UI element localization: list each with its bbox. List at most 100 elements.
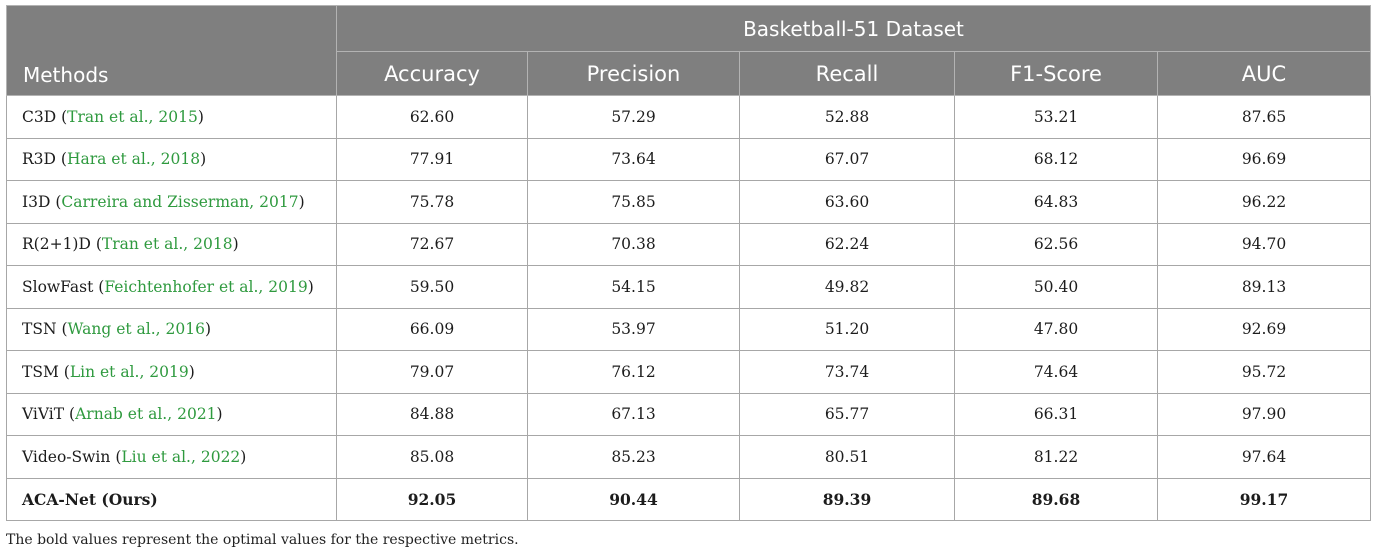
- table-row-best: ACA-Net (Ours) 92.05 90.44 89.39 89.68 9…: [6, 477, 1371, 521]
- citation-open-paren: (: [63, 362, 70, 381]
- method-cell: Video-Swin (Liu et al., 2022): [6, 435, 337, 479]
- value-recall: 63.60: [739, 180, 955, 224]
- metric-header-precision: Precision: [527, 51, 740, 96]
- results-table-container: Methods Basketball-51 Dataset Accuracy P…: [6, 5, 1371, 521]
- value-precision: 73.64: [527, 137, 740, 181]
- value-accuracy: 92.05: [336, 477, 528, 521]
- value-f1-score: 47.80: [954, 307, 1158, 351]
- results-table: Methods Basketball-51 Dataset Accuracy P…: [6, 5, 1371, 521]
- method-name: ViViT: [22, 405, 65, 424]
- citation-link[interactable]: Arnab et al., 2021: [75, 405, 217, 424]
- table-row: R3D (Hara et al., 2018) 77.91 73.64 67.07 68…: [6, 137, 1371, 181]
- value-recall: 52.88: [739, 95, 955, 139]
- value-precision: 90.44: [527, 477, 740, 521]
- metric-header-f1-score: F1-Score: [954, 51, 1158, 96]
- method-cell: I3D (Carreira and Zisserman, 2017): [6, 180, 337, 224]
- methods-header: Methods: [6, 5, 337, 96]
- citation-open-paren: (: [69, 405, 76, 424]
- table-footnote: The bold values represent the optimal va…: [6, 532, 519, 548]
- value-f1-score: 62.56: [954, 222, 1158, 266]
- citation-close-paren: ): [200, 150, 207, 169]
- citation-close-paren: ): [298, 192, 305, 211]
- method-name: SlowFast: [22, 277, 94, 296]
- citation-link[interactable]: Tran et al., 2018: [101, 235, 233, 254]
- value-accuracy: 85.08: [336, 435, 528, 479]
- value-accuracy: 77.91: [336, 137, 528, 181]
- metric-header-accuracy: Accuracy: [336, 51, 528, 96]
- method-cell: ViViT (Arnab et al., 2021): [6, 392, 337, 436]
- citation-link[interactable]: Liu et al., 2022: [121, 447, 241, 466]
- table-row: Video-Swin (Liu et al., 2022) 85.08 85.23 8…: [6, 435, 1371, 479]
- method-cell: R3D (Hara et al., 2018): [6, 137, 337, 181]
- value-f1-score: 50.40: [954, 265, 1158, 309]
- value-auc: 95.72: [1157, 350, 1371, 394]
- citation-open-paren: (: [98, 277, 105, 296]
- citation-close-paren: ): [197, 107, 204, 126]
- method-name: I3D: [22, 192, 51, 211]
- value-f1-score: 66.31: [954, 392, 1158, 436]
- value-auc: 96.22: [1157, 180, 1371, 224]
- value-accuracy: 75.78: [336, 180, 528, 224]
- citation-link[interactable]: Carreira and Zisserman, 2017: [61, 192, 299, 211]
- value-f1-score: 64.83: [954, 180, 1158, 224]
- table-row: C3D (Tran et al., 2015) 62.60 57.29 52.88 53…: [6, 95, 1371, 139]
- table-row: R(2+1)D (Tran et al., 2018) 72.67 70.38 62.…: [6, 222, 1371, 266]
- citation-close-paren: ): [232, 235, 239, 254]
- table-row: TSN (Wang et al., 2016) 66.09 53.97 51.20 47…: [6, 307, 1371, 351]
- value-f1-score: 89.68: [954, 477, 1158, 521]
- value-recall: 80.51: [739, 435, 955, 479]
- citation-open-paren: (: [61, 107, 68, 126]
- value-recall: 62.24: [739, 222, 955, 266]
- citation-open-paren: (: [61, 320, 68, 339]
- value-precision: 85.23: [527, 435, 740, 479]
- dataset-header: Basketball-51 Dataset: [336, 5, 1371, 52]
- value-f1-score: 68.12: [954, 137, 1158, 181]
- metric-header-auc: AUC: [1157, 51, 1371, 96]
- citation-link[interactable]: Feichtenhofer et al., 2019: [104, 277, 308, 296]
- method-cell: R(2+1)D (Tran et al., 2018): [6, 222, 337, 266]
- value-recall: 65.77: [739, 392, 955, 436]
- value-accuracy: 79.07: [336, 350, 528, 394]
- citation-close-paren: ): [204, 320, 212, 339]
- citation-open-paren: (: [95, 235, 102, 254]
- citation-open-paren: (: [60, 150, 67, 169]
- citation-close-paren: ): [216, 405, 223, 424]
- value-recall: 73.74: [739, 350, 955, 394]
- citation-link[interactable]: Lin et al., 2019: [69, 362, 189, 381]
- value-recall: 67.07: [739, 137, 955, 181]
- value-recall: 51.20: [739, 307, 955, 351]
- method-name: ACA-Net (Ours): [6, 477, 337, 521]
- method-name: R(2+1)D: [22, 235, 91, 254]
- header-row-dataset: Methods Basketball-51 Dataset: [6, 5, 1371, 96]
- value-f1-score: 74.64: [954, 350, 1158, 394]
- method-name: TSN: [22, 320, 57, 339]
- citation-open-paren: (: [115, 447, 122, 466]
- value-f1-score: 81.22: [954, 435, 1158, 479]
- value-precision: 70.38: [527, 222, 740, 266]
- citation-close-paren: ): [188, 362, 195, 381]
- citation-link[interactable]: Tran et al., 2015: [67, 107, 198, 126]
- citation-link[interactable]: Wang et al., 2016: [67, 320, 205, 339]
- value-precision: 53.97: [527, 307, 740, 351]
- citation-link[interactable]: Hara et al., 2018: [66, 150, 201, 169]
- value-accuracy: 59.50: [336, 265, 528, 309]
- header-row-metrics: Accuracy Precision Recall F1-Score AUC: [7, 51, 1371, 96]
- value-auc: 89.13: [1157, 265, 1371, 309]
- method-cell: TSM (Lin et al., 2019): [6, 350, 337, 394]
- value-auc: 94.70: [1157, 222, 1371, 266]
- citation-open-paren: (: [55, 192, 62, 211]
- value-precision: 54.15: [527, 265, 740, 309]
- value-auc: 97.90: [1157, 392, 1371, 436]
- method-name: Video-Swin: [22, 447, 111, 466]
- value-recall: 89.39: [739, 477, 955, 521]
- method-cell: C3D (Tran et al., 2015): [6, 95, 337, 139]
- value-f1-score: 53.21: [954, 95, 1158, 139]
- value-auc: 92.69: [1157, 307, 1371, 351]
- citation-close-paren: ): [240, 447, 247, 466]
- method-cell: TSN (Wang et al., 2016): [6, 307, 337, 351]
- table-row: SlowFast (Feichtenhofer et al., 2019) 59.…: [6, 265, 1371, 309]
- value-precision: 75.85: [527, 180, 740, 224]
- value-accuracy: 72.67: [336, 222, 528, 266]
- value-auc: 96.69: [1157, 137, 1371, 181]
- value-precision: 57.29: [527, 95, 740, 139]
